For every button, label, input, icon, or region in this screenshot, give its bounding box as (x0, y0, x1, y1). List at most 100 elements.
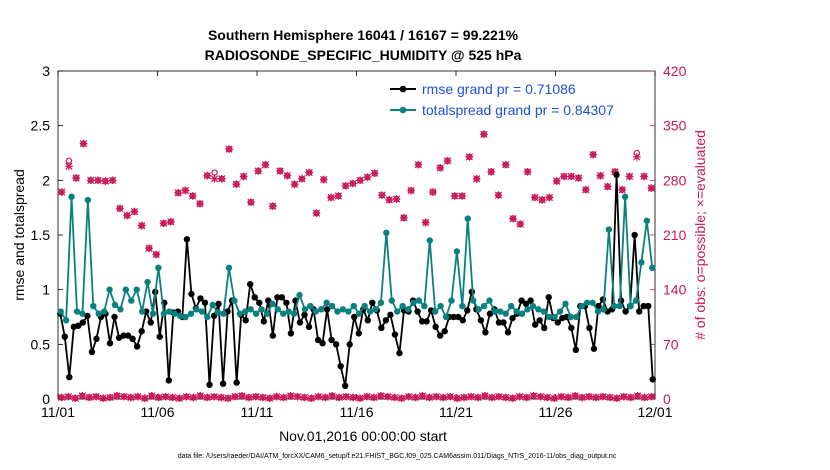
totalspread-point (106, 286, 113, 293)
obs-evaluated-point (531, 193, 539, 202)
obs-evaluated-point (231, 392, 239, 401)
obs-evaluated-point (188, 192, 197, 200)
totalspread-point (220, 310, 227, 317)
obs-evaluated-point (85, 393, 94, 402)
totalspread-point (144, 278, 151, 286)
totalspread-point (318, 306, 325, 313)
obs-evaluated-point (522, 393, 531, 402)
obs-evaluated-point (619, 392, 628, 401)
rmse-point (233, 379, 240, 386)
totalspread-point (350, 302, 357, 310)
obs-evaluated-point (327, 193, 335, 202)
obs-evaluated-point (407, 186, 415, 195)
rmse-point (455, 313, 462, 321)
obs-evaluated-point (106, 393, 114, 402)
obs-evaluated-point (399, 213, 408, 222)
rmse-point (518, 297, 525, 304)
totalspread-point (372, 306, 379, 313)
y-right-tick-label: 280 (663, 172, 687, 188)
totalspread-point (491, 308, 499, 315)
totalspread-point (73, 308, 81, 315)
totalspread-point (611, 302, 618, 310)
obs-evaluated-point (647, 392, 656, 401)
obs-evaluated-point (261, 160, 270, 169)
obs-evaluated-point (376, 392, 385, 400)
obs-evaluated-point (92, 392, 101, 401)
totalspread-point (290, 310, 298, 317)
obs-evaluated-point (130, 207, 139, 216)
obs-evaluated-point (349, 393, 357, 402)
totalspread-point (312, 308, 319, 315)
obs-evaluated-point (421, 218, 430, 227)
totalspread-point (79, 310, 86, 317)
obs-evaluated-point (453, 394, 461, 403)
rmse-point (66, 373, 73, 381)
rmse-point (391, 331, 399, 338)
rmse-point (156, 333, 163, 340)
totalspread-point (518, 310, 526, 317)
rmse-point (590, 345, 598, 352)
obs-evaluated-point (632, 153, 641, 161)
obs-evaluated-point (392, 195, 401, 203)
rmse-point (617, 297, 625, 304)
series-totalspread (57, 193, 656, 324)
obs-evaluated-point (101, 177, 110, 185)
legend-rmse-label: rmse grand pr = 0.71086 (422, 81, 576, 97)
obs-evaluated-point (450, 192, 459, 200)
obs-evaluated-point (94, 176, 102, 185)
totalspread-point (258, 306, 265, 313)
totalspread-point (225, 264, 233, 271)
rmse-point (206, 381, 213, 388)
y-left-tick-label: 2 (42, 172, 50, 188)
obs-evaluated-point (341, 181, 350, 190)
totalspread-point (176, 312, 184, 320)
obs-evaluated-point (552, 177, 561, 185)
rmse-point (319, 340, 326, 347)
obs-evaluated-point (86, 176, 95, 185)
rmse-point (599, 296, 607, 303)
obs-evaluated-point (383, 392, 392, 401)
obs-evaluated-point (265, 394, 274, 403)
obs-evaluated-point (283, 171, 292, 180)
obs-evaluated-point (647, 184, 656, 192)
totalspread-point (464, 215, 471, 222)
totalspread-point (296, 291, 303, 299)
obs-evaluated-point (312, 209, 321, 217)
totalspread-point (535, 306, 542, 313)
totalspread-point (507, 302, 515, 310)
totalspread-point (263, 310, 271, 317)
totalspread-point (524, 306, 531, 313)
obs-evaluated-point (210, 392, 219, 401)
totalspread-point (155, 264, 162, 271)
totalspread-point (198, 308, 206, 315)
obs-evaluated-point (140, 394, 149, 403)
obs-evaluated-point (446, 392, 455, 401)
obs-evaluated-point (258, 393, 267, 402)
totalspread-point (345, 308, 352, 315)
y-left-tick-label: 3 (42, 63, 50, 79)
obs-evaluated-point (516, 220, 525, 228)
rmse-point (188, 290, 195, 298)
totalspread-point (399, 302, 406, 310)
totalspread-point (166, 308, 173, 315)
totalspread-point (84, 196, 92, 204)
obs-evaluated-point (574, 174, 583, 182)
rmse-point (328, 336, 335, 344)
rmse-point (283, 299, 290, 306)
footer-data-file: data file: /Users/raeder/DAI/ATM_forcXX/… (178, 453, 617, 460)
y-axis-right: 0 70 140 210 280 350 420 (650, 63, 687, 407)
totalspread-point (551, 313, 558, 321)
totalspread-point (643, 217, 651, 224)
y-axis-left-label: rmse and totalspread (11, 169, 27, 301)
obs-evaluated-point (612, 394, 621, 403)
totalspread-point (57, 308, 64, 315)
obs-evaluated-point (523, 167, 532, 176)
totalspread-point (214, 309, 222, 316)
rmse-point (640, 302, 647, 310)
totalspread-point (366, 308, 374, 315)
obs-evaluated-point (272, 392, 281, 401)
obs-evaluated-point (210, 174, 219, 183)
obs-evaluated-point (65, 162, 73, 171)
obs-evaluated-point (618, 185, 627, 194)
obs-evaluated-point (247, 198, 255, 207)
